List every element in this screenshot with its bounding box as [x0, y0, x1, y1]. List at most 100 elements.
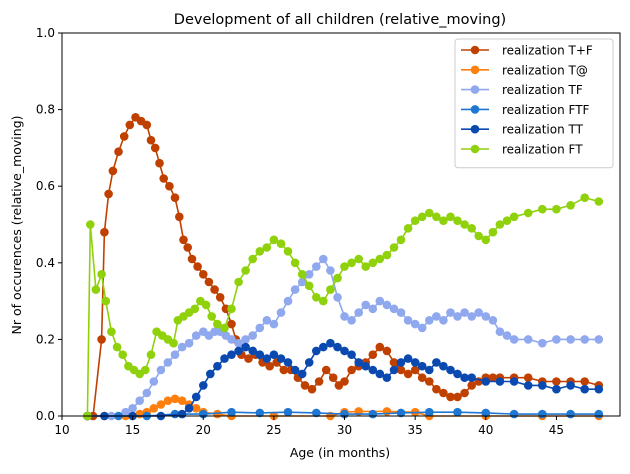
data-point: [283, 296, 293, 306]
data-point: [177, 396, 187, 406]
axes: 10 15 20 25 30 35 40 45 0.0 0.2 0.4 0.6 0.8 1.0: [36, 26, 621, 437]
data-point: [248, 254, 257, 264]
data-point: [169, 338, 178, 348]
data-point: [340, 346, 349, 356]
data-point: [319, 254, 328, 264]
data-point: [141, 365, 150, 375]
x-tick-label: 20: [196, 423, 211, 437]
data-point: [410, 358, 420, 367]
data-point: [101, 296, 111, 306]
data-point: [207, 312, 216, 321]
legend-marker: [470, 144, 480, 154]
data-point: [509, 377, 519, 386]
data-point: [248, 331, 257, 340]
y-axis-label: Nr of occurences (relative_moving): [9, 115, 24, 334]
data-point: [439, 216, 448, 225]
data-point: [403, 316, 413, 325]
data-point: [201, 300, 211, 310]
data-point: [91, 285, 101, 294]
data-point: [488, 316, 498, 325]
data-point: [375, 296, 385, 306]
data-point: [403, 369, 413, 379]
data-point: [304, 281, 314, 291]
data-point: [213, 319, 222, 329]
data-point: [446, 308, 455, 317]
data-point: [319, 342, 328, 352]
data-point: [191, 331, 201, 340]
data-point: [453, 216, 462, 225]
data-point: [227, 335, 236, 344]
data-point: [150, 143, 160, 153]
data-point: [269, 235, 279, 245]
data-point: [155, 158, 164, 168]
data-point: [300, 381, 310, 390]
data-point: [523, 381, 533, 390]
data-point: [347, 350, 356, 360]
data-point: [410, 216, 420, 225]
data-point: [417, 373, 427, 383]
data-point: [241, 266, 250, 275]
data-point: [265, 361, 275, 371]
chart-title: Development of all children (relative_mo…: [174, 12, 506, 28]
data-point: [312, 408, 321, 418]
data-point: [375, 254, 385, 264]
data-point: [382, 300, 392, 310]
data-point: [135, 396, 144, 406]
plot-area: [83, 113, 604, 421]
data-point: [333, 293, 342, 302]
data-point: [396, 408, 406, 418]
data-point: [146, 350, 156, 360]
data-point: [446, 212, 455, 222]
legend-marker: [470, 105, 480, 114]
data-point: [108, 166, 118, 176]
data-point: [183, 243, 192, 252]
data-point: [552, 377, 561, 386]
data-point: [328, 373, 338, 383]
data-point: [432, 312, 441, 321]
data-point: [234, 346, 243, 356]
data-point: [594, 384, 604, 394]
data-point: [403, 224, 413, 233]
data-point: [467, 373, 477, 383]
data-point: [156, 365, 166, 375]
data-point: [179, 235, 188, 245]
data-point: [321, 365, 331, 375]
data-point: [227, 407, 236, 417]
data-point: [170, 193, 180, 202]
data-point: [213, 361, 222, 371]
data-point: [156, 400, 166, 409]
data-point: [460, 388, 469, 398]
data-point: [552, 204, 561, 214]
data-point: [204, 277, 214, 287]
data-point: [312, 346, 321, 356]
data-point: [453, 392, 462, 402]
data-point: [210, 285, 219, 294]
data-point: [495, 220, 505, 229]
data-point: [279, 365, 289, 375]
data-point: [283, 407, 293, 417]
data-point: [566, 381, 575, 390]
data-point: [538, 338, 547, 348]
data-point: [509, 409, 519, 419]
data-point: [146, 135, 156, 145]
data-point: [290, 258, 300, 268]
data-point: [340, 377, 349, 386]
data-point: [163, 358, 173, 367]
data-point: [417, 212, 427, 222]
data-point: [290, 365, 300, 375]
data-point: [191, 404, 201, 413]
data-point: [255, 350, 265, 360]
data-point: [538, 381, 547, 390]
data-point: [425, 377, 434, 386]
y-tick-label: 0.6: [36, 179, 55, 193]
legend-item: realization T+F: [461, 44, 593, 58]
data-point: [453, 312, 462, 321]
x-tick-label: 25: [266, 423, 281, 437]
data-point: [255, 247, 265, 256]
data-point: [159, 174, 168, 183]
data-point: [114, 147, 123, 156]
legend-item: realization TT: [461, 123, 584, 137]
y-tick-label: 0.8: [36, 103, 55, 117]
data-point: [319, 296, 328, 306]
data-point: [523, 208, 533, 218]
